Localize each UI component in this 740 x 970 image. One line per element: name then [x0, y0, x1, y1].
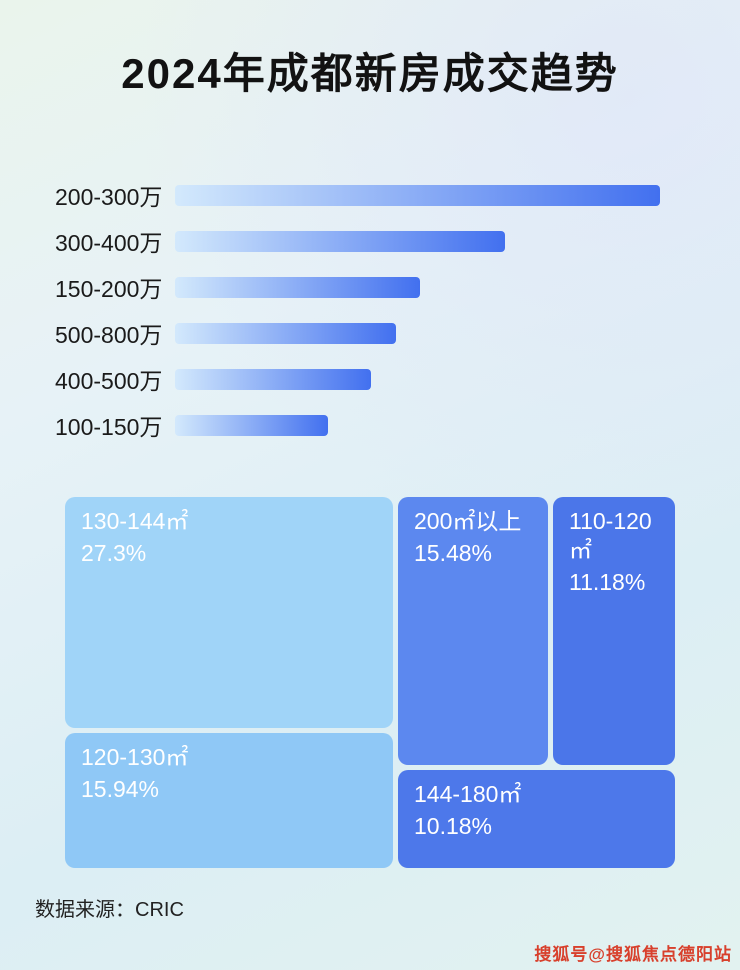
bar-category-label: 100-150万	[55, 414, 163, 440]
bar-track	[175, 368, 740, 390]
treemap-block-value: 11.18%	[569, 568, 646, 595]
treemap-block: 144-180㎡ 10.18%	[398, 770, 675, 868]
bar	[175, 230, 505, 252]
bar	[175, 368, 371, 390]
bar-track	[175, 276, 740, 298]
bar	[175, 184, 660, 206]
treemap-block: 110-120㎡ 11.18%	[553, 497, 675, 765]
bar	[175, 322, 396, 344]
bar-row: 500-800万	[0, 310, 740, 356]
treemap-block-label: 200㎡以上	[414, 508, 522, 534]
treemap-block: 130-144㎡ 27.3%	[65, 497, 393, 728]
bar-track	[175, 322, 740, 344]
page-title: 2024年成都新房成交趋势	[121, 50, 619, 97]
watermark: 搜狐号@搜狐焦点德阳站	[534, 945, 732, 964]
bar-track	[175, 184, 740, 206]
bar-track	[175, 230, 740, 252]
bar-category-label: 300-400万	[55, 230, 163, 256]
bar-category-label: 500-800万	[55, 322, 163, 348]
data-source: 数据来源：CRIC	[35, 899, 184, 921]
bar-category-label: 200-300万	[55, 184, 163, 210]
treemap: 130-144㎡ 27.3% 200㎡以上 15.48% 110-120㎡ 11.18% 1…	[65, 497, 675, 868]
treemap-block-label: 120-130㎡	[81, 744, 189, 770]
treemap-block-value: 15.48%	[414, 539, 493, 566]
bar	[175, 414, 328, 436]
treemap-block-value: 10.18%	[414, 812, 493, 839]
bar-row: 400-500万	[0, 356, 740, 402]
treemap-block-label: 144-180㎡	[414, 781, 522, 807]
bar-row: 150-200万	[0, 264, 740, 310]
bar-category-label: 150-200万	[55, 276, 163, 302]
bar	[175, 276, 420, 298]
bar-category-label: 400-500万	[55, 368, 163, 394]
treemap-block-label: 110-120㎡	[569, 508, 652, 563]
bar-row: 100-150万	[0, 402, 740, 448]
bar-track	[175, 414, 740, 436]
treemap-block-label: 130-144㎡	[81, 508, 189, 534]
treemap-block-value: 15.94%	[81, 775, 160, 802]
bar-row: 300-400万	[0, 218, 740, 264]
bar-row: 200-300万	[0, 172, 740, 218]
treemap-block-value: 27.3%	[81, 539, 147, 566]
bar-chart: 200-300万 300-400万 150-200万 500-800万 400-500万…	[0, 172, 740, 448]
treemap-block: 200㎡以上 15.48%	[398, 497, 548, 765]
treemap-block: 120-130㎡ 15.94%	[65, 733, 393, 868]
